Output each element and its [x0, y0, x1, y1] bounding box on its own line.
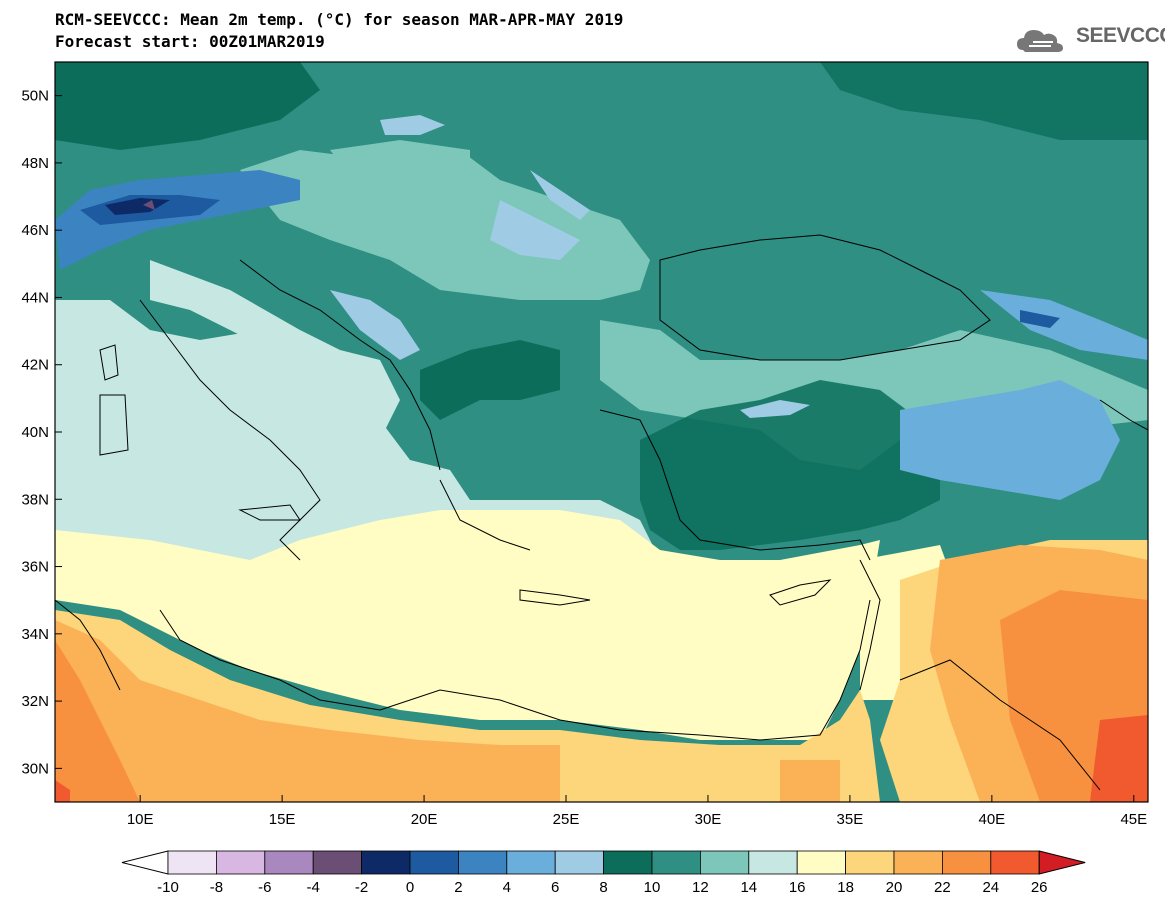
- colorbar-box: [748, 850, 798, 875]
- colorbar-label: 8: [599, 879, 607, 896]
- colorbar-box: [700, 850, 750, 875]
- colorbar-label: 2: [454, 879, 462, 896]
- colorbar: -10 -8 -6 -4 -2 0 2 4 6 8 10 12 14 16 18 20 22 24 26: [121, 850, 1086, 896]
- lon-label: 15E: [269, 811, 296, 828]
- lat-label: 36N: [21, 559, 49, 576]
- map-title: RCM-SEEVCCC: Mean 2m temp. (°C) for seas…: [55, 10, 624, 29]
- colorbar-label: -4: [307, 879, 320, 896]
- colorbar-label: -10: [157, 879, 179, 896]
- colorbar-label: -2: [355, 879, 368, 896]
- lat-label: 34N: [21, 626, 49, 643]
- colorbar-label: 18: [837, 879, 854, 896]
- longitude-ticks: 10E 15E 20E 25E 30E 35E 40E 45E: [127, 795, 1147, 828]
- colorbar-box: [603, 850, 653, 875]
- colorbar-box: [312, 850, 363, 875]
- lat-label: 30N: [21, 760, 49, 777]
- lat-label: 48N: [21, 155, 49, 172]
- colorbar-box: [457, 850, 508, 875]
- colorbar-label: -8: [210, 879, 223, 896]
- lat-label: 44N: [21, 289, 49, 306]
- colorbar-box: [942, 850, 992, 875]
- colorbar-label: 0: [406, 879, 414, 896]
- lat-label: 40N: [21, 424, 49, 441]
- logo-text: SEEVCCC: [1076, 24, 1165, 47]
- colorbar-boxes: [121, 850, 1086, 875]
- colorbar-label: 6: [551, 879, 559, 896]
- lon-label: 10E: [127, 811, 154, 828]
- latitude-ticks: 50N 48N 46N 44N 42N 40N 38N 36N 34N 32N 30N: [21, 88, 62, 777]
- cloud-icon: [1017, 30, 1063, 52]
- colorbar-box: [264, 850, 314, 875]
- colorbar-label: 12: [692, 879, 709, 896]
- lat-label: 38N: [21, 491, 49, 508]
- colorbar-label: 4: [503, 879, 511, 896]
- colorbar-box: [990, 850, 1040, 875]
- lon-label: 20E: [411, 811, 438, 828]
- lon-label: 25E: [553, 811, 580, 828]
- lon-label: 35E: [837, 811, 864, 828]
- colorbar-box: [409, 850, 459, 875]
- colorbar-under-triangle: [121, 850, 169, 875]
- lat-label: 42N: [21, 357, 49, 374]
- lat-label: 46N: [21, 222, 49, 239]
- colorbar-label: 20: [886, 879, 903, 896]
- colorbar-box: [651, 850, 701, 875]
- colorbar-box: [893, 850, 943, 875]
- lat-label: 50N: [21, 88, 49, 105]
- colorbar-box: [361, 850, 411, 875]
- lon-label: 40E: [979, 811, 1006, 828]
- lon-label: 30E: [695, 811, 722, 828]
- colorbar-box: [554, 850, 605, 875]
- colorbar-label: -6: [258, 879, 271, 896]
- colorbar-label: 16: [789, 879, 806, 896]
- colorbar-label: 26: [1031, 879, 1048, 896]
- colorbar-box: [845, 850, 895, 875]
- colorbar-label: 10: [644, 879, 661, 896]
- lat-label: 32N: [21, 693, 49, 710]
- colorbar-label: 14: [740, 879, 757, 896]
- colorbar-over-triangle: [1038, 850, 1086, 875]
- colorbar-box: [215, 850, 266, 875]
- colorbar-labels: -10 -8 -6 -4 -2 0 2 4 6 8 10 12 14 16 18 20 22 24 26: [157, 879, 1047, 896]
- forecast-start-label: Forecast start: 00Z01MAR2019: [55, 32, 325, 51]
- lon-label: 45E: [1120, 811, 1147, 828]
- colorbar-box: [796, 850, 847, 875]
- colorbar-label: 22: [934, 879, 951, 896]
- colorbar-box: [167, 850, 217, 875]
- map-fill: [55, 62, 1148, 802]
- coastlines: [55, 234, 1148, 791]
- colorbar-label: 24: [982, 879, 999, 896]
- colorbar-box: [506, 850, 556, 875]
